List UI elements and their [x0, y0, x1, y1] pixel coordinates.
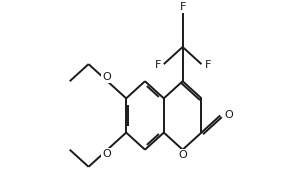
Text: F: F — [155, 60, 161, 70]
Text: O: O — [102, 72, 111, 82]
Text: F: F — [204, 60, 211, 70]
Text: F: F — [180, 2, 186, 12]
Text: O: O — [224, 110, 233, 120]
Text: O: O — [102, 149, 111, 159]
Text: O: O — [178, 150, 187, 160]
